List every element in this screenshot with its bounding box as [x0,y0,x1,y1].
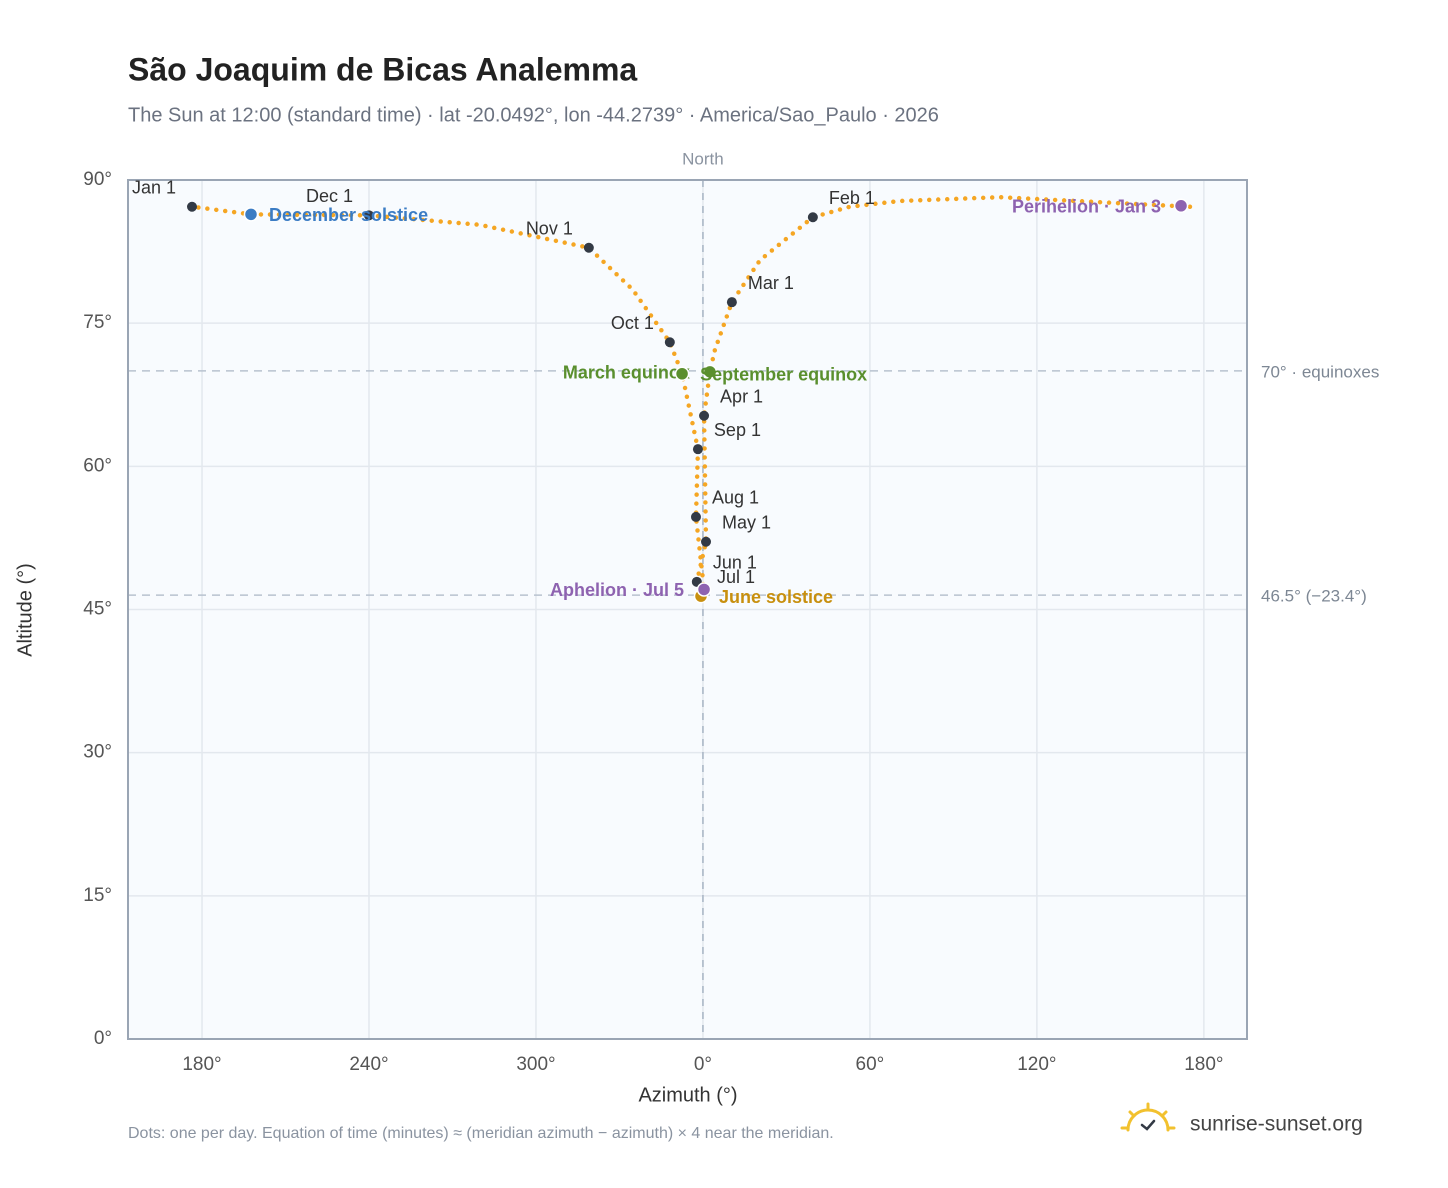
event-marker [1173,198,1189,214]
event-marker [674,366,690,382]
month-label: Sep 1 [714,420,761,440]
x-tick-label: 300° [516,1054,555,1075]
month-label: Feb 1 [829,188,875,208]
event-label: Aphelion · Jul 5 [550,580,684,600]
month-label: Jul 1 [717,567,755,587]
x-tick-label: 240° [349,1054,388,1075]
event-label: March equinox [563,363,690,383]
month-label: Aug 1 [712,488,759,508]
month-label: Dec 1 [306,186,353,206]
y-tick-label: 30° [83,742,112,763]
month-label: Jun 1 [713,553,757,573]
y-tick-label: 75° [83,312,112,333]
chart-subtitle: The Sun at 12:00 (standard time) · lat -… [128,104,939,126]
month-marker [690,511,701,522]
month-marker [363,210,374,221]
event-marker [702,364,718,380]
y-axis-title: Altitude (°) [14,563,36,657]
plot-border [127,179,1248,1040]
y-tick-label: 45° [83,599,112,620]
x-tick-label: 60° [856,1054,885,1075]
brand-logo [1120,1102,1176,1132]
x-tick-label: 0° [694,1054,712,1075]
month-marker [701,536,712,547]
month-marker [187,201,198,212]
y-tick-label: 60° [83,455,112,476]
event-marker [243,207,259,222]
x-tick-label: 180° [182,1054,221,1075]
month-marker [692,444,703,455]
event-label: September equinox [700,365,867,385]
month-label: Oct 1 [611,313,654,333]
footnote: Dots: one per day. Equation of time (min… [128,1125,834,1142]
month-marker [664,337,675,348]
month-marker [699,410,710,421]
north-label: North [682,149,724,168]
x-tick-label: 180° [1184,1054,1223,1075]
brand-name: sunrise-sunset.org [1190,1113,1363,1136]
chart-title: São Joaquim de Bicas Analemma [128,51,637,87]
reference-label: 70° · equinoxes [1261,362,1379,381]
month-marker [807,212,818,223]
month-marker [583,242,594,253]
month-label: May 1 [722,512,771,532]
y-tick-label: 0° [94,1028,112,1049]
month-marker [726,297,737,308]
month-label: Jan 1 [132,177,176,197]
month-label: Apr 1 [720,386,763,406]
event-label: December solstice [269,205,428,225]
x-tick-label: 120° [1017,1054,1056,1075]
event-marker [696,582,712,597]
x-axis-title: Azimuth (°) [638,1084,737,1106]
month-label: Mar 1 [748,273,794,293]
month-label: Nov 1 [526,219,573,239]
y-tick-label: 90° [83,169,112,190]
event-label: Perihelion · Jan 3 [1012,197,1161,217]
y-tick-label: 15° [83,885,112,906]
reference-label: 46.5° (−23.4°) [1261,587,1367,606]
event-label: June solstice [719,587,833,607]
